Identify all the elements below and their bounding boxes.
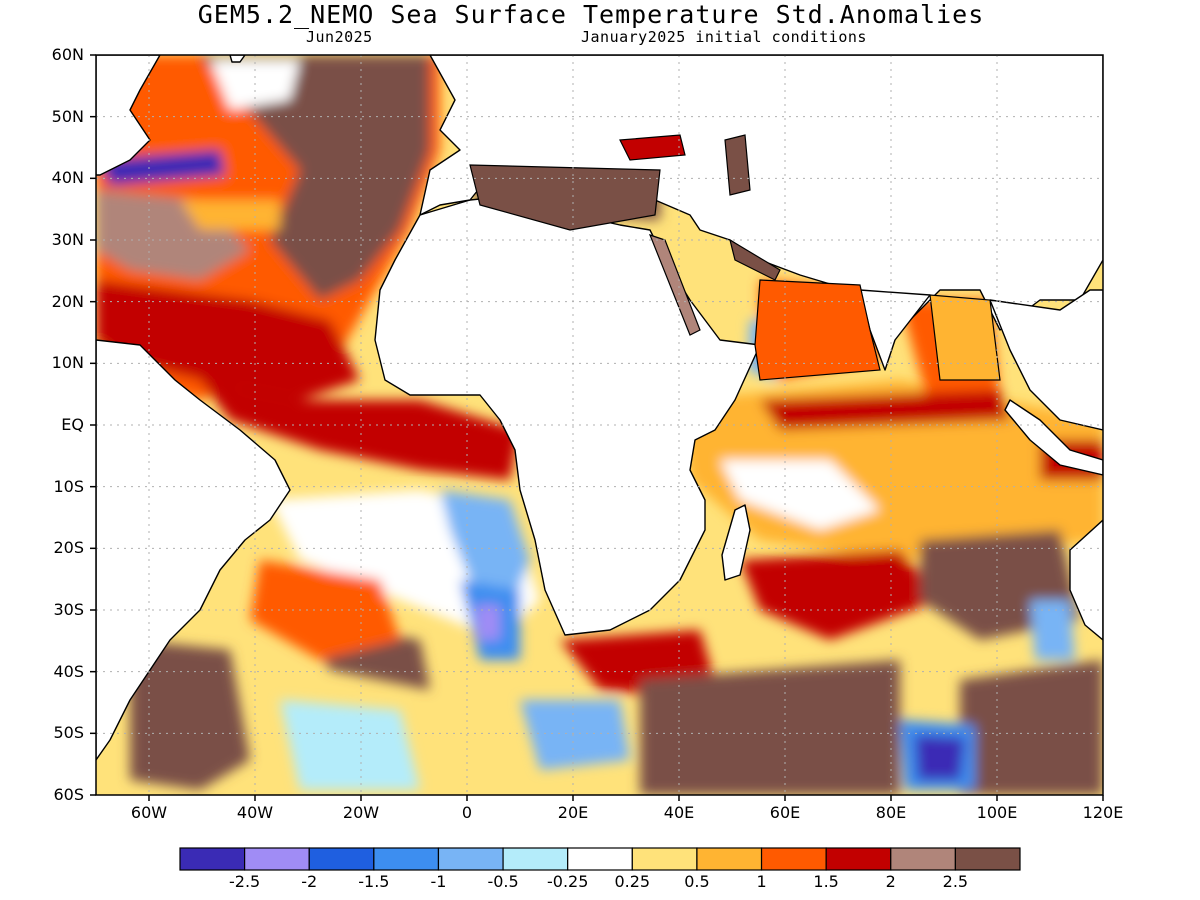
colorbar-swatch: [502, 847, 569, 871]
lon-label: 20W: [342, 803, 380, 822]
lat-label: 30S: [53, 600, 84, 619]
south-america-land: [96, 339, 291, 761]
subtropic-yellow: [180, 200, 280, 230]
lat-label: 20N: [51, 291, 84, 311]
colorbar-swatch: [825, 847, 892, 871]
kerguelen-deep-blue: [915, 735, 965, 780]
lon-label: 100E: [976, 803, 1018, 822]
south-blue-patch: [520, 700, 630, 770]
colorbar-label: -2: [301, 872, 318, 891]
init-conditions: January2025 initial conditions: [581, 28, 867, 46]
colorbar-swatch: [244, 847, 310, 871]
arabian-sea: [754, 279, 881, 381]
colorbar-label: -0.5: [487, 872, 519, 891]
lat-label: 40S: [53, 661, 84, 681]
lon-label: 0: [461, 803, 473, 822]
s-indian-brown-2: [960, 660, 1103, 795]
colorbar-swatch: [760, 847, 827, 871]
lat-label: 10S: [53, 476, 84, 496]
red-sea: [648, 234, 701, 336]
lon-label: 20E: [557, 803, 589, 822]
colorbar-label: 0.5: [684, 872, 710, 891]
lat-label: EQ: [61, 415, 84, 434]
iceland-land: [229, 55, 246, 63]
colorbar-swatch: [308, 847, 375, 871]
indonesia-land: [1004, 399, 1103, 476]
s-atlantic-blue: [440, 490, 530, 610]
colorbar-swatch: [437, 847, 504, 871]
patagonia-brown: [130, 640, 250, 790]
colorbar-label: 1.5: [813, 872, 839, 891]
land-masses: [96, 55, 1103, 761]
s-atlantic-lightblue: [280, 700, 420, 790]
axis-ticks: [90, 54, 1104, 801]
australia-west-blue: [1030, 600, 1075, 660]
lon-label: 60E: [769, 803, 801, 822]
s-atlantic-purple: [475, 605, 500, 640]
graticule: [96, 55, 1104, 795]
lat-label: 30N: [51, 230, 84, 249]
s-atlantic-orange: [250, 560, 400, 660]
valid-month: Jun2025: [306, 28, 373, 46]
madagascar-land: [721, 504, 751, 581]
lat-label: 60S: [53, 785, 84, 804]
colorbar-label: -0.25: [546, 872, 589, 891]
lat-label: 50S: [53, 723, 84, 743]
se-asia-land: [989, 289, 1103, 431]
colorbar-label: -2.5: [229, 872, 261, 891]
lat-label: 20S: [53, 538, 84, 558]
equatorial-red: [200, 380, 520, 480]
colorbar-swatch: [631, 847, 698, 871]
colorbar-swatch: [567, 847, 633, 871]
colorbar: [179, 847, 1021, 871]
colorbar-swatch: [890, 847, 956, 871]
indian-red-band: [760, 390, 1010, 430]
lat-label: 10N: [51, 353, 84, 373]
australia-land: [1069, 519, 1103, 641]
colorbar-swatch: [179, 847, 246, 871]
s-indian-red: [740, 550, 940, 640]
colorbar-label: -1: [430, 872, 447, 891]
lon-label: 40W: [236, 803, 274, 822]
north-america-land: [96, 55, 161, 176]
lon-label: 80E: [875, 803, 907, 822]
indian-white: [720, 460, 880, 530]
lon-label: 40E: [663, 803, 695, 822]
map-title: GEM5.2_NEMO Sea Surface Temperature Std.…: [197, 0, 985, 29]
colorbar-label: -1.5: [358, 872, 390, 891]
colorbar-label: 2.5: [942, 872, 969, 891]
black-sea: [619, 134, 686, 161]
persian-gulf: [729, 238, 781, 281]
colorbar-label: 0.25: [614, 872, 651, 891]
mediterranean-sea: [469, 164, 661, 231]
colorbar-label: 2: [885, 872, 896, 891]
colorbar-label: 1: [756, 872, 767, 891]
caspian-sea: [724, 134, 751, 196]
lon-label: 60W: [130, 803, 168, 822]
lat-label: 40N: [51, 168, 84, 188]
colorbar-swatch: [696, 847, 763, 871]
inland-seas: [469, 134, 1001, 381]
lon-label: 120E: [1082, 803, 1124, 822]
lat-label: 50N: [51, 106, 84, 126]
colorbar-swatch: [954, 847, 1021, 871]
lat-label: 60N: [51, 45, 84, 64]
bay-of-bengal: [929, 294, 1001, 381]
southern-ocean-brown: [640, 660, 900, 795]
colorbar-swatch: [373, 847, 440, 871]
